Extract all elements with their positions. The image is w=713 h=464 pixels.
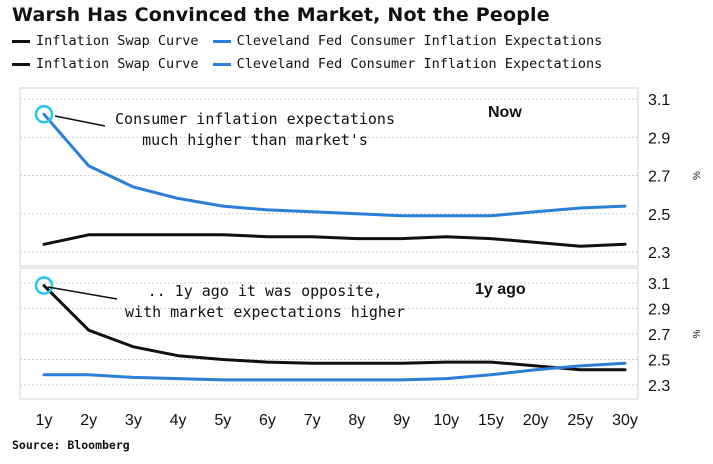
- y-tick-label: 3.1: [648, 92, 670, 109]
- y-unit-label: %: [692, 171, 703, 180]
- x-tick-label: 6y: [259, 412, 276, 429]
- chart-title: Warsh Has Convinced the Market, Not the …: [12, 4, 550, 26]
- highlight-circle: [34, 105, 54, 124]
- legend-swatch-cleveland: [212, 39, 231, 43]
- x-tick-label: 15y: [478, 412, 504, 429]
- series-line-swap: [42, 233, 627, 248]
- legend-item-swap-repeat: Inflation Swap Curve: [12, 56, 199, 72]
- y-tick-label: 2.9: [648, 130, 670, 147]
- y-tick-label: 2.7: [648, 327, 670, 344]
- annotation-text: much higher than market's: [142, 131, 368, 149]
- x-tick-label: 10y: [433, 412, 459, 429]
- series-line-cleveland: [42, 361, 627, 382]
- y-tick-label: 3.1: [648, 276, 670, 293]
- legend-label-swap: Inflation Swap Curve: [36, 33, 199, 49]
- legend-item-cleveland-repeat: Cleveland Fed Consumer Inflation Expecta…: [212, 56, 603, 72]
- legend-label-cleveland-repeat: Cleveland Fed Consumer Inflation Expecta…: [236, 56, 603, 72]
- x-tick-label: 30y: [612, 412, 638, 429]
- y-tick-label: 2.5: [648, 353, 670, 370]
- y-tick-label: 2.5: [648, 207, 670, 224]
- x-tick-label: 9y: [393, 412, 410, 429]
- y-unit-label: %: [692, 329, 703, 338]
- y-tick-label: 2.3: [648, 245, 670, 262]
- panel-label: 1y ago: [475, 281, 526, 298]
- y-tick-label: 2.9: [648, 302, 670, 319]
- legend-swatch-cleveland-repeat: [212, 62, 231, 66]
- legend-item-cleveland: Cleveland Fed Consumer Inflation Expecta…: [212, 33, 603, 49]
- series-line-swap: [42, 284, 627, 372]
- x-tick-label: 8y: [348, 412, 365, 429]
- series-line-cleveland: [42, 112, 627, 218]
- legend-swatch-swap-repeat: [12, 62, 30, 66]
- x-tick-label: 25y: [567, 412, 593, 429]
- legend-item-swap: Inflation Swap Curve: [12, 33, 199, 49]
- legend: Inflation Swap Curve Cleveland Fed Consu…: [12, 33, 616, 49]
- x-tick-label: 4y: [170, 412, 187, 429]
- highlight-circle: [34, 276, 54, 295]
- source-note: Source: Bloomberg: [12, 438, 130, 452]
- panel-frame: [19, 87, 639, 267]
- annotation-text: with market expectations higher: [125, 303, 405, 321]
- y-tick-label: 2.7: [648, 169, 670, 186]
- legend-label-cleveland: Cleveland Fed Consumer Inflation Expecta…: [236, 33, 603, 49]
- x-tick-label: 2y: [80, 412, 97, 429]
- x-tick-label: 5y: [214, 412, 231, 429]
- legend-swatch-swap: [12, 39, 30, 43]
- x-tick-label: 3y: [125, 412, 142, 429]
- annotation-arrow: [54, 115, 106, 127]
- legend-label-swap-repeat: Inflation Swap Curve: [36, 56, 199, 72]
- x-tick-label: 1y: [36, 412, 53, 429]
- annotation-text: .. 1y ago it was opposite,: [148, 282, 383, 300]
- annotation-text: Consumer inflation expectations: [115, 110, 395, 128]
- annotation-arrow: [47, 286, 118, 300]
- x-tick-label: 7y: [304, 412, 321, 429]
- y-tick-label: 2.3: [648, 378, 670, 395]
- panel-label: Now: [488, 104, 522, 121]
- x-tick-label: 20y: [523, 412, 549, 429]
- legend-repeat: Inflation Swap Curve Cleveland Fed Consu…: [12, 56, 616, 72]
